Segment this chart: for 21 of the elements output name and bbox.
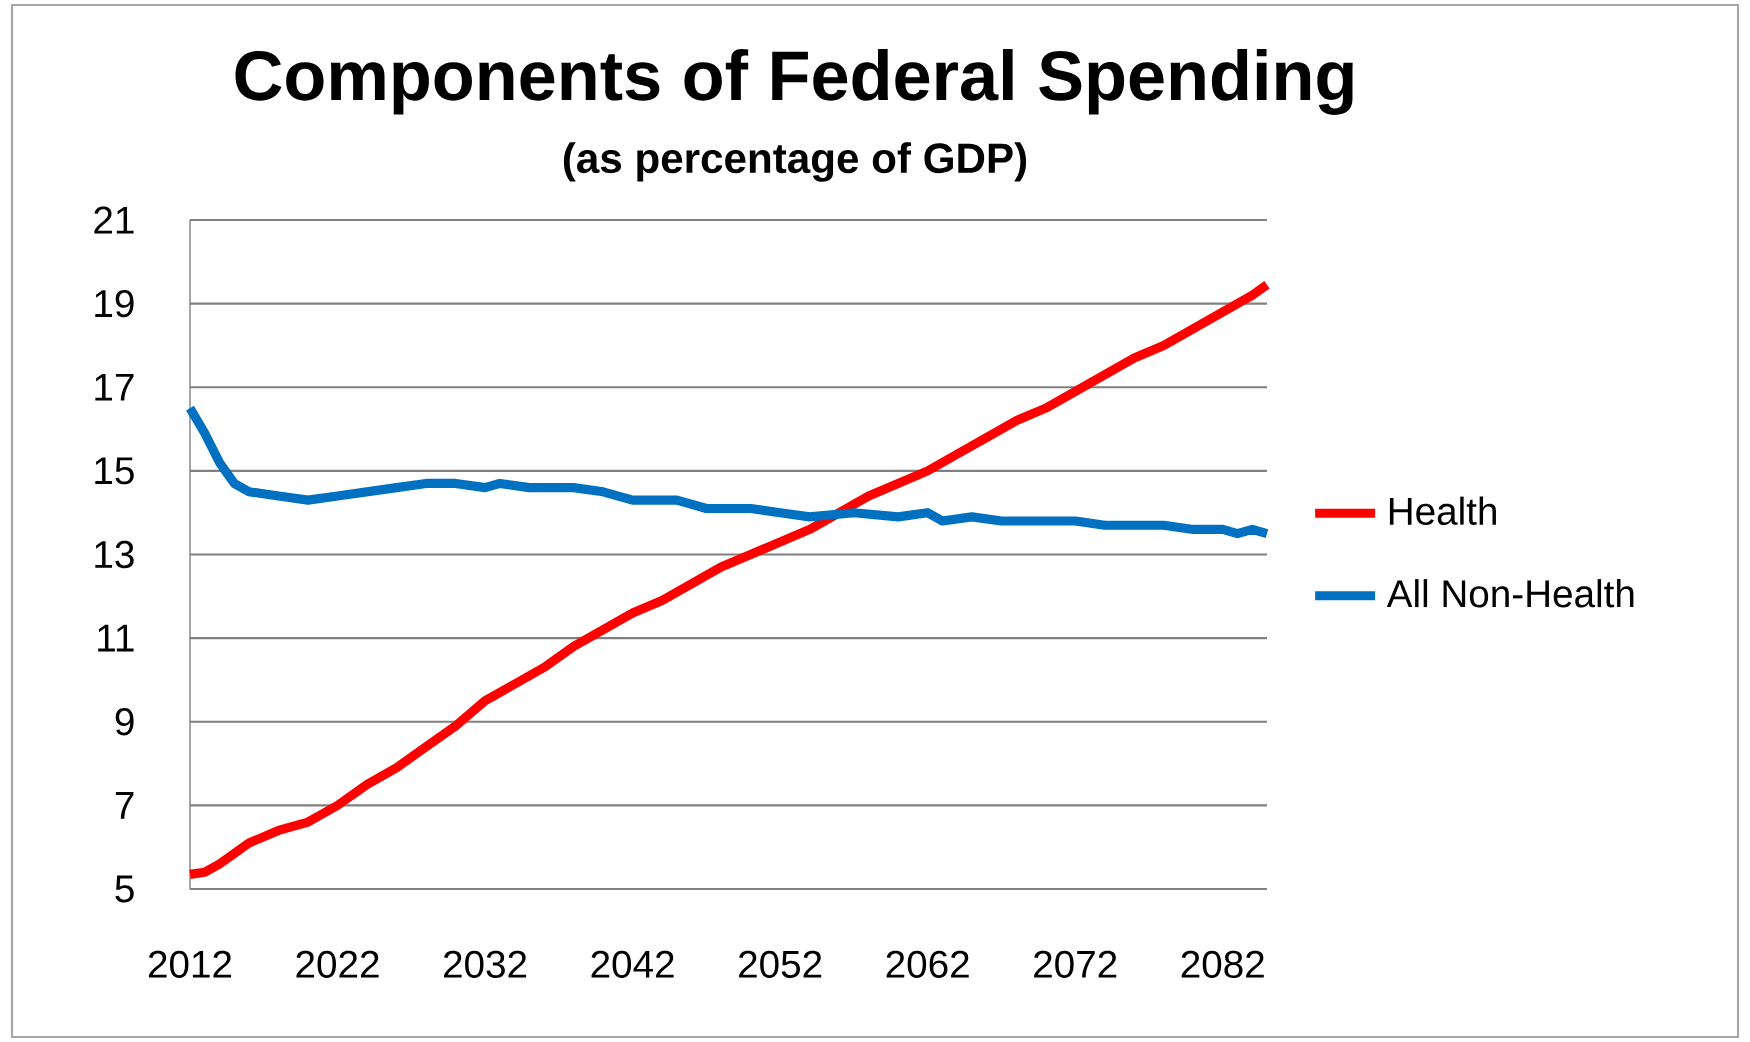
y-tick-label: 21 [94, 206, 134, 234]
y-tick-label: 15 [95, 457, 134, 485]
x-tick-label: 2022 [296, 950, 379, 978]
x-tick-label: 2042 [591, 950, 674, 978]
y-tick-label: 11 [98, 624, 134, 652]
chart-subtitle: (as percentage of GDP) [563, 142, 1027, 182]
y-tick-label: 19 [95, 289, 134, 318]
x-tick-label: 2062 [886, 950, 969, 978]
legend-label: Health [1389, 496, 1496, 526]
y-tick-label: 9 [115, 708, 134, 736]
x-tick-label: 2082 [1181, 950, 1264, 978]
y-tick-label: 13 [95, 540, 134, 569]
x-tick-label: 2052 [739, 950, 822, 978]
x-tick-label: 2072 [1034, 950, 1117, 978]
y-tick-label: 7 [115, 792, 134, 819]
legend-label: All Non-Health [1386, 579, 1634, 608]
y-tick-label: 17 [95, 373, 134, 401]
x-tick-label: 2032 [444, 950, 527, 978]
chart-title: Components of Federal Spending [235, 49, 1353, 115]
x-tick-label: 2012 [148, 950, 232, 978]
y-tick-label: 5 [115, 875, 134, 903]
